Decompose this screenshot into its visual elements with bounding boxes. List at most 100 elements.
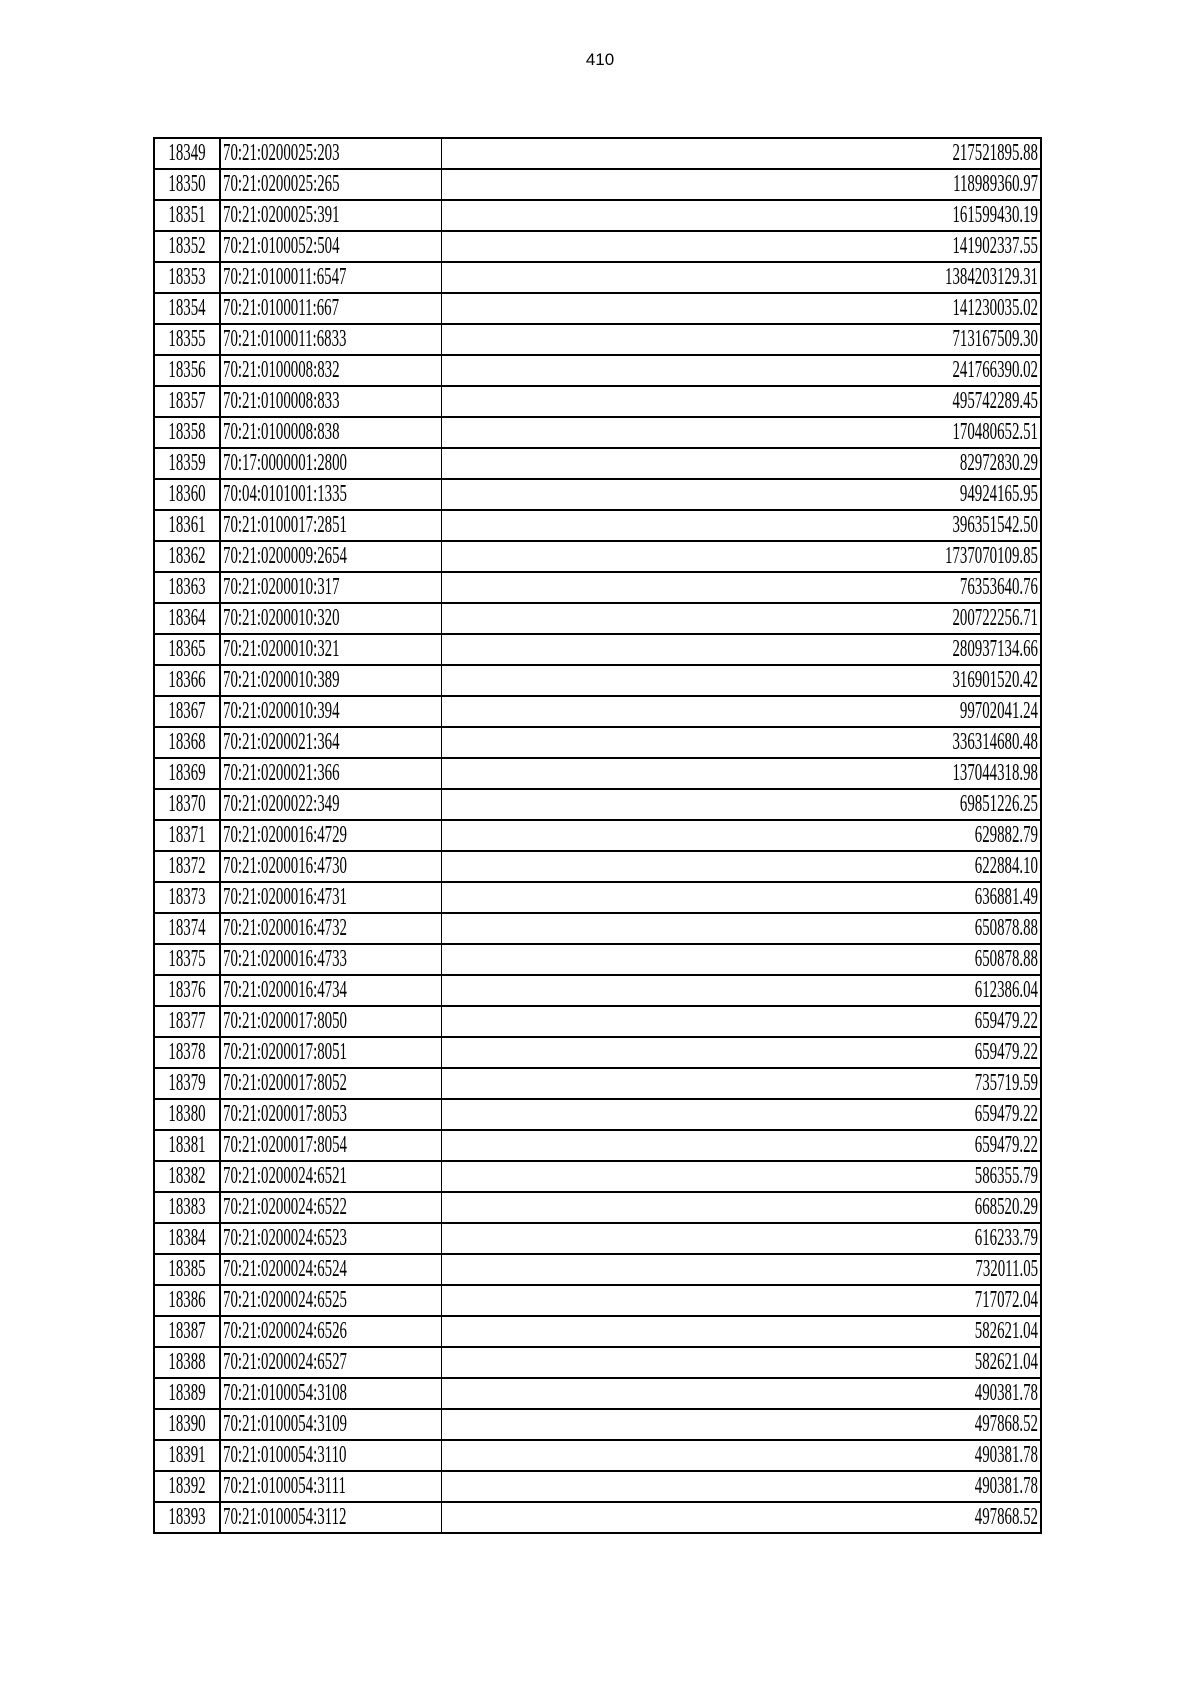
row-number-cell: 18383: [153, 1191, 221, 1224]
cadastral-number-cell: 70:21:0100008:832: [219, 354, 442, 387]
row-number-cell: 18351: [153, 199, 221, 232]
cadastral-number-cell: 70:21:0200024:6527: [219, 1346, 442, 1379]
table-row: 18353 70:21:0100011:6547 1384203129.31: [153, 261, 1042, 294]
cadastral-value-text: 622884.10: [974, 853, 1038, 879]
cadastral-value-text: 586355.79: [974, 1163, 1038, 1189]
cadastral-value-text: 636881.49: [974, 884, 1038, 910]
row-number-cell: 18365: [153, 633, 221, 666]
row-number-text: 18360: [168, 481, 206, 507]
row-number-cell: 18391: [153, 1439, 221, 1472]
row-number-text: 18353: [168, 264, 206, 290]
cadastral-value-text: 241766390.02: [952, 357, 1038, 383]
cadastral-number-cell: 70:21:0200016:4732: [219, 912, 442, 945]
row-number-cell: 18350: [153, 168, 221, 201]
cadastral-number-text: 70:21:0200016:4730: [223, 853, 348, 879]
cadastral-number-text: 70:21:0100054:3110: [223, 1442, 347, 1468]
table-row: 18387 70:21:0200024:6526 582621.04: [153, 1315, 1042, 1348]
cadastral-value-text: 490381.78: [974, 1473, 1038, 1499]
cadastral-number-cell: 70:21:0100054:3108: [219, 1377, 442, 1410]
row-number-cell: 18372: [153, 850, 221, 883]
table-row: 18360 70:04:0101001:1335 94924165.95: [153, 478, 1042, 511]
cadastral-number-cell: 70:21:0200009:2654: [219, 540, 442, 573]
table-row: 18389 70:21:0100054:3108 490381.78: [153, 1377, 1042, 1410]
row-number-cell: 18392: [153, 1470, 221, 1503]
row-number-text: 18385: [168, 1256, 206, 1282]
table-row: 18375 70:21:0200016:4733 650878.88: [153, 943, 1042, 976]
cadastral-value-cell: 161599430.19: [441, 199, 1042, 232]
cadastral-number-cell: 70:21:0200024:6524: [219, 1253, 442, 1286]
cadastral-value-cell: 713167509.30: [441, 323, 1042, 356]
cadastral-number-text: 70:21:0200010:320: [223, 605, 340, 631]
cadastral-number-cell: 70:21:0200024:6526: [219, 1315, 442, 1348]
row-number-text: 18352: [168, 233, 206, 259]
cadastral-number-cell: 70:21:0100054:3110: [219, 1439, 442, 1472]
cadastral-value-text: 582621.04: [974, 1349, 1038, 1375]
table-row: 18386 70:21:0200024:6525 717072.04: [153, 1284, 1042, 1317]
cadastral-value-cell: 650878.88: [441, 943, 1042, 976]
cadastral-number-cell: 70:21:0200021:366: [219, 757, 442, 790]
cadastral-number-cell: 70:21:0200021:364: [219, 726, 442, 759]
row-number-cell: 18384: [153, 1222, 221, 1255]
cadastral-number-text: 70:21:0200024:6523: [223, 1225, 348, 1251]
cadastral-number-text: 70:21:0100054:3112: [223, 1504, 347, 1530]
cadastral-value-text: 582621.04: [974, 1318, 1038, 1344]
cadastral-number-cell: 70:21:0200016:4734: [219, 974, 442, 1007]
cadastral-number-cell: 70:21:0100011:667: [219, 292, 442, 325]
row-number-text: 18355: [168, 326, 206, 352]
table-row: 18392 70:21:0100054:3111 490381.78: [153, 1470, 1042, 1503]
table-row: 18372 70:21:0200016:4730 622884.10: [153, 850, 1042, 883]
table-row: 18361 70:21:0100017:2851 396351542.50: [153, 509, 1042, 542]
cadastral-number-text: 70:21:0100008:833: [223, 388, 340, 414]
row-number-text: 18366: [168, 667, 206, 693]
cadastral-value-text: 650878.88: [974, 946, 1038, 972]
cadastral-value-text: 659479.22: [974, 1101, 1038, 1127]
cadastral-number-text: 70:21:0200025:265: [223, 171, 340, 197]
row-number-cell: 18376: [153, 974, 221, 1007]
cadastral-value-text: 141902337.55: [952, 233, 1038, 259]
cadastral-number-cell: 70:21:0200025:265: [219, 168, 442, 201]
cadastral-number-text: 70:21:0200016:4732: [223, 915, 348, 941]
table-row: 18368 70:21:0200021:364 336314680.48: [153, 726, 1042, 759]
cadastral-number-text: 70:21:0200017:8052: [223, 1070, 348, 1096]
cadastral-value-cell: 82972830.29: [441, 447, 1042, 480]
row-number-cell: 18362: [153, 540, 221, 573]
row-number-text: 18367: [168, 698, 206, 724]
cadastral-number-cell: 70:21:0200025:391: [219, 199, 442, 232]
table-row: 18367 70:21:0200010:394 99702041.24: [153, 695, 1042, 728]
cadastral-value-text: 99702041.24: [959, 698, 1038, 724]
cadastral-number-text: 70:21:0200017:8053: [223, 1101, 348, 1127]
row-number-text: 18376: [168, 977, 206, 1003]
cadastral-value-cell: 732011.05: [441, 1253, 1042, 1286]
row-number-text: 18387: [168, 1318, 206, 1344]
cadastral-number-text: 70:21:0100017:2851: [223, 512, 348, 538]
row-number-text: 18365: [168, 636, 206, 662]
row-number-text: 18392: [168, 1473, 206, 1499]
row-number-cell: 18385: [153, 1253, 221, 1286]
cadastral-number-cell: 70:21:0100054:3112: [219, 1501, 442, 1534]
cadastral-number-cell: 70:21:0200016:4730: [219, 850, 442, 883]
cadastral-value-cell: 717072.04: [441, 1284, 1042, 1317]
cadastral-value-text: 612386.04: [974, 977, 1038, 1003]
row-number-text: 18361: [168, 512, 206, 538]
table-row: 18352 70:21:0100052:504 141902337.55: [153, 230, 1042, 263]
row-number-cell: 18356: [153, 354, 221, 387]
cadastral-value-text: 650878.88: [974, 915, 1038, 941]
table-row: 18349 70:21:0200025:203 217521895.88: [153, 137, 1042, 170]
row-number-cell: 18358: [153, 416, 221, 449]
cadastral-number-cell: 70:21:0200016:4733: [219, 943, 442, 976]
row-number-text: 18363: [168, 574, 206, 600]
row-number-cell: 18371: [153, 819, 221, 852]
row-number-cell: 18363: [153, 571, 221, 604]
row-number-text: 18390: [168, 1411, 206, 1437]
table-row: 18351 70:21:0200025:391 161599430.19: [153, 199, 1042, 232]
cadastral-value-text: 497868.52: [974, 1411, 1038, 1437]
row-number-text: 18362: [168, 543, 206, 569]
cadastral-value-cell: 659479.22: [441, 1036, 1042, 1069]
cadastral-number-cell: 70:21:0200010:389: [219, 664, 442, 697]
cadastral-number-cell: 70:21:0100054:3109: [219, 1408, 442, 1441]
cadastral-value-cell: 490381.78: [441, 1470, 1042, 1503]
table-row: 18391 70:21:0100054:3110 490381.78: [153, 1439, 1042, 1472]
cadastral-number-text: 70:21:0200024:6522: [223, 1194, 348, 1220]
cadastral-number-text: 70:17:0000001:2800: [223, 450, 348, 476]
cadastral-number-text: 70:21:0100008:838: [223, 419, 340, 445]
